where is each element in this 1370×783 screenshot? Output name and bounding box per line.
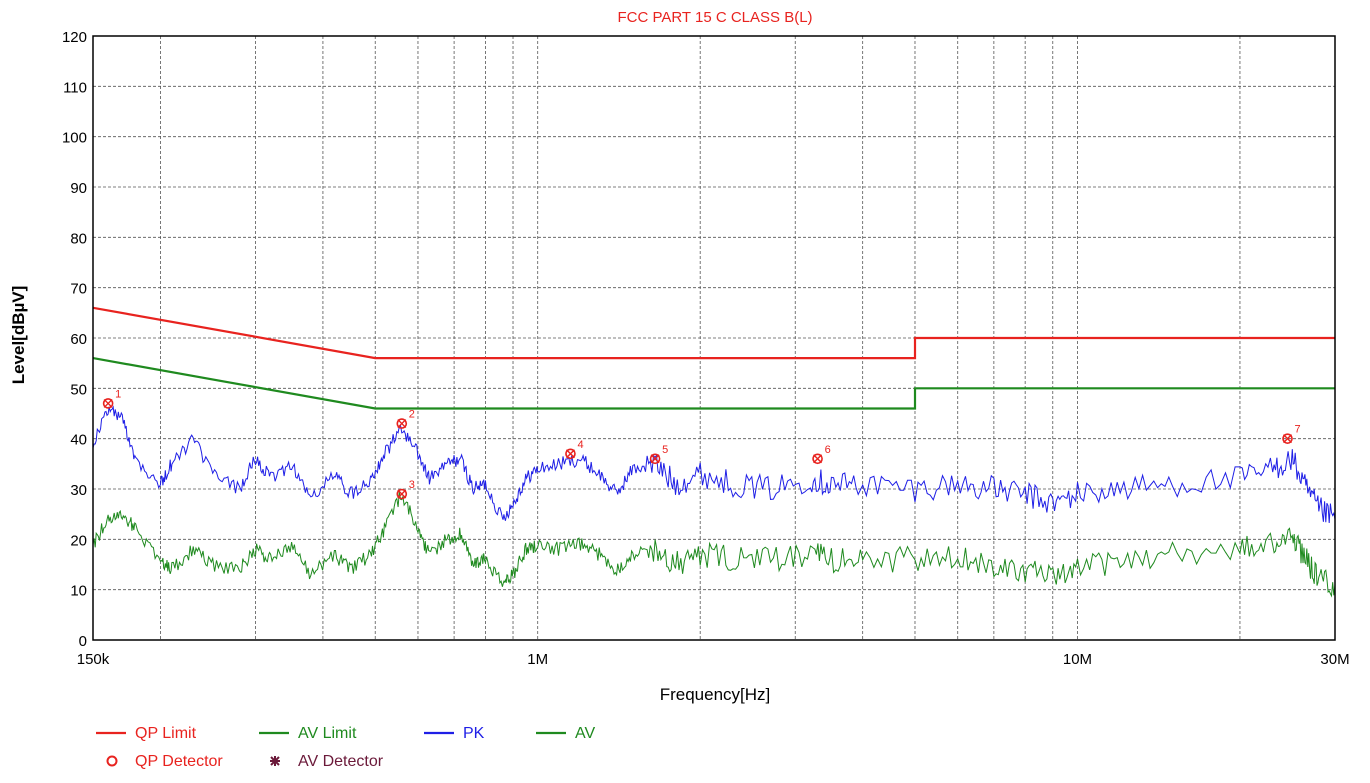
y-tick-label: 90 bbox=[70, 180, 87, 197]
legend-label: AV bbox=[575, 725, 595, 742]
qp-detector-marker bbox=[396, 488, 408, 500]
legend: QP Limit AV Limit PK AV QP Detector AV Detect… bbox=[96, 725, 595, 770]
av-detector-marker bbox=[103, 398, 113, 408]
series-av bbox=[92, 491, 1336, 598]
series-av-limit bbox=[92, 357, 1335, 410]
x-tick-label: 30M bbox=[1320, 651, 1349, 668]
av-detector-marker bbox=[565, 449, 575, 459]
av-detector-marker bbox=[1283, 434, 1293, 444]
x-tick-label: 1M bbox=[527, 651, 548, 668]
marker-label: 4 bbox=[577, 439, 583, 451]
marker-label: 1 bbox=[115, 388, 121, 400]
av-detector-marker bbox=[650, 454, 660, 464]
y-tick-label: 20 bbox=[70, 532, 87, 549]
y-tick-label: 120 bbox=[62, 29, 87, 46]
legend-label: AV Limit bbox=[298, 725, 357, 742]
y-tick-label: 0 bbox=[79, 633, 87, 650]
y-tick-label: 50 bbox=[70, 381, 87, 398]
y-tick-label: 30 bbox=[70, 482, 87, 499]
y-tick-label: 40 bbox=[70, 432, 87, 449]
marker-label: 6 bbox=[825, 444, 831, 456]
marker-label: 2 bbox=[409, 409, 415, 421]
x-tick-labels: 150k 1M 10M 30M bbox=[77, 651, 1350, 668]
x-axis-title: Frequency[Hz] bbox=[660, 685, 771, 704]
legend-circle-icon bbox=[106, 755, 118, 767]
plot-frame bbox=[92, 35, 1336, 641]
qp-detector-marker bbox=[102, 398, 114, 409]
av-detector-marker bbox=[813, 454, 823, 464]
x-tick-label: 150k bbox=[77, 651, 110, 668]
qp-detector-marker bbox=[1282, 433, 1293, 444]
y-tick-label: 60 bbox=[70, 331, 87, 348]
marker-label: 3 bbox=[409, 479, 415, 491]
marker-label: 7 bbox=[1295, 424, 1301, 436]
qp-detector-marker bbox=[396, 418, 408, 429]
marker-label: 5 bbox=[662, 444, 668, 456]
legend-label: QP Limit bbox=[135, 725, 197, 742]
av-detector-marker bbox=[397, 489, 407, 499]
av-detector-marker bbox=[397, 419, 407, 429]
series-layer bbox=[92, 306, 1336, 598]
series-qp-limit bbox=[92, 306, 1335, 360]
y-tick-label: 80 bbox=[70, 230, 87, 247]
marker-layer: 1 2 3 4 5 6 7 bbox=[102, 388, 1301, 500]
series-pk bbox=[92, 405, 1336, 524]
qp-detector-marker bbox=[565, 448, 576, 460]
qp-detector-marker bbox=[812, 453, 823, 465]
legend-label: QP Detector bbox=[135, 753, 223, 770]
y-tick-label: 110 bbox=[63, 79, 87, 96]
y-axis-title: Level[dBµV] bbox=[9, 286, 28, 385]
y-tick-label: 100 bbox=[62, 130, 87, 147]
legend-label: AV Detector bbox=[298, 753, 384, 770]
y-tick-label: 10 bbox=[70, 583, 87, 600]
legend-label: PK bbox=[463, 725, 485, 742]
y-tick-labels: 0 10 20 30 40 50 60 70 80 90 100 110 120 bbox=[62, 29, 87, 650]
y-tick-label: 70 bbox=[70, 281, 87, 298]
x-tick-label: 10M bbox=[1063, 651, 1092, 668]
legend-asterisk-icon bbox=[270, 756, 280, 766]
qp-detector-marker bbox=[649, 453, 661, 465]
chart-title: FCC PART 15 C CLASS B(L) bbox=[617, 9, 812, 26]
